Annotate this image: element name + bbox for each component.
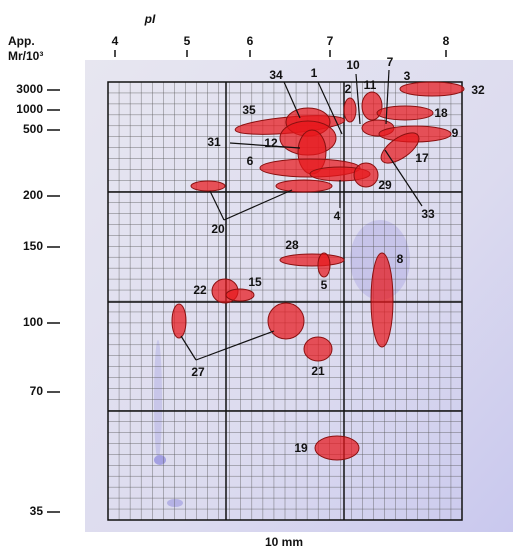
left-tick-label: 35 — [30, 504, 44, 518]
spot-label: 12 — [264, 136, 278, 150]
spot-label: 9 — [452, 126, 459, 140]
spot — [276, 180, 332, 192]
spot-label: 33 — [421, 207, 435, 221]
spot-label: 2 — [345, 82, 352, 96]
spot-label: 18 — [434, 106, 448, 120]
spot-label: 27 — [191, 365, 205, 379]
spot-label: 10 — [346, 58, 360, 72]
spot — [191, 181, 225, 191]
spot-label: 11 — [364, 78, 377, 92]
spot — [304, 337, 332, 361]
spot — [315, 436, 359, 460]
top-tick-label: 7 — [327, 34, 334, 48]
spot-label: 22 — [193, 283, 207, 297]
left-tick-label: 100 — [23, 315, 43, 329]
spot-label: 28 — [285, 238, 299, 252]
spot-label: 4 — [334, 209, 341, 223]
left-axis-title: App. — [8, 34, 35, 48]
spot-label: 20 — [211, 222, 225, 236]
gel-smear — [154, 455, 166, 465]
spot-label: 32 — [471, 83, 485, 97]
spot-label: 7 — [387, 55, 394, 69]
spot-label: 34 — [269, 68, 283, 82]
spot — [377, 106, 433, 120]
spot-label: 6 — [247, 154, 254, 168]
spot-label: 1 — [311, 66, 318, 80]
spot — [400, 82, 464, 96]
left-tick-label: 1000 — [16, 102, 43, 116]
spot-label: 8 — [397, 252, 404, 266]
top-tick-label: 4 — [112, 34, 119, 48]
top-tick-label: 8 — [443, 34, 450, 48]
spot-label: 17 — [415, 151, 429, 165]
left-tick-label: 500 — [23, 122, 43, 136]
spot-label: 15 — [248, 275, 262, 289]
spot — [344, 98, 356, 122]
gel-smear — [154, 340, 162, 460]
spot-label: 31 — [207, 135, 221, 149]
spot-label: 3 — [404, 69, 411, 83]
spot — [354, 163, 378, 187]
spot — [318, 253, 330, 277]
gel-figure: pI App. Mr/10³ 4 5 6 7 8 3000 1000 500 200 150 100… — [0, 0, 518, 557]
spot-label: 29 — [378, 178, 392, 192]
left-tick-label: 200 — [23, 188, 43, 202]
spot — [268, 303, 304, 339]
top-tick-label: 5 — [184, 34, 191, 48]
top-axis-title: pI — [144, 12, 156, 26]
left-tick-label: 3000 — [16, 82, 43, 96]
left-tick-label: 70 — [30, 384, 44, 398]
spot — [172, 304, 186, 338]
spot-label: 5 — [321, 278, 328, 292]
spot-label: 35 — [242, 103, 256, 117]
gel-smear — [167, 499, 183, 507]
left-tick-label: 150 — [23, 239, 43, 253]
left-axis-title: Mr/10³ — [8, 49, 43, 63]
spot — [371, 253, 393, 347]
spot-label: 19 — [294, 441, 308, 455]
top-tick-label: 6 — [247, 34, 254, 48]
spot — [280, 254, 344, 266]
scale-bar-label: 10 mm — [265, 535, 303, 549]
spot-label: 21 — [311, 364, 325, 378]
spot — [226, 289, 254, 301]
